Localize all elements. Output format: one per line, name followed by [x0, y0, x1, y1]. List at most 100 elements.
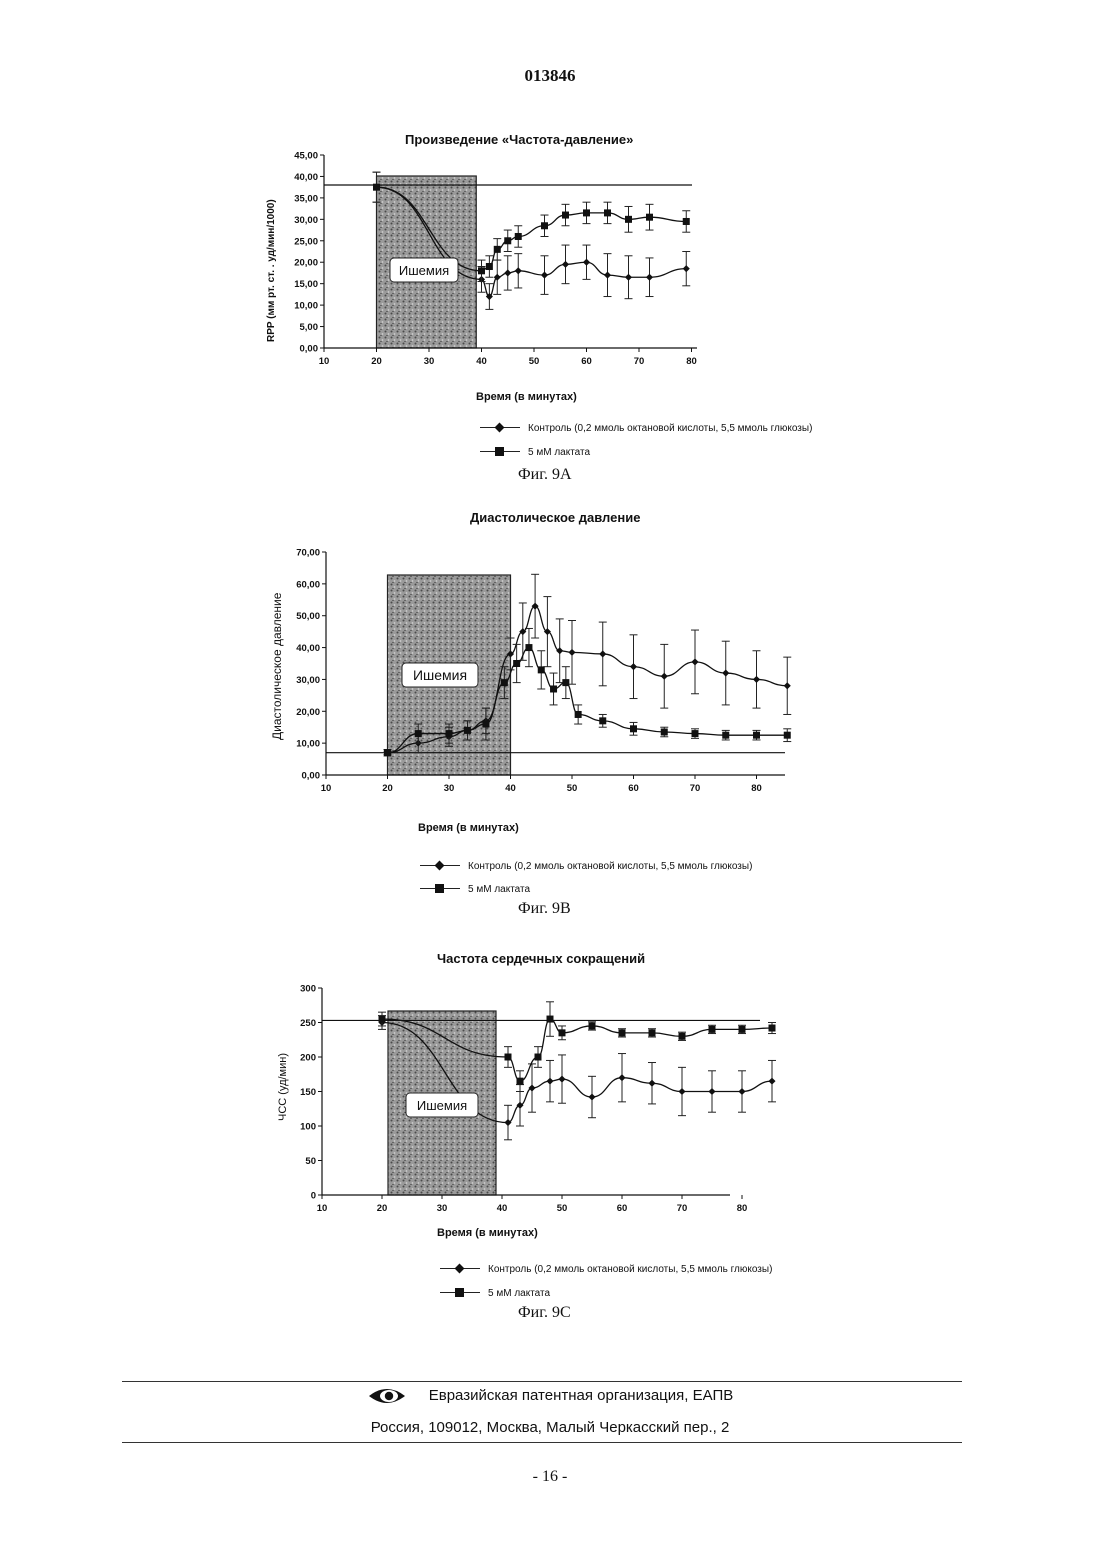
x-tick-label: 30 — [424, 356, 435, 367]
data-point-control — [753, 676, 760, 683]
y-tick-label: 200 — [300, 1053, 316, 1064]
footer-top-rule — [122, 1381, 962, 1382]
data-point-lactate — [478, 267, 485, 274]
legend-label: 5 мМ лактата — [528, 447, 590, 458]
x-tick-label: 60 — [581, 356, 592, 367]
figure-9a: 0,005,0010,0015,0020,0025,0030,0035,0040… — [0, 120, 1100, 490]
x-tick-label: 70 — [677, 1203, 688, 1214]
x-tick-label: 60 — [617, 1203, 628, 1214]
data-point-control — [646, 274, 653, 281]
y-tick-label: 10,00 — [296, 739, 320, 750]
data-point-lactate — [547, 1016, 554, 1023]
y-tick-label: 40,00 — [296, 643, 320, 654]
y-tick-label: 250 — [300, 1018, 316, 1029]
diamond-marker-icon — [420, 860, 460, 872]
data-point-control — [599, 650, 606, 657]
x-tick-label: 40 — [505, 783, 516, 794]
data-point-lactate — [415, 730, 422, 737]
figure-caption: Фиг. 9B — [518, 900, 571, 918]
y-tick-label: 60,00 — [296, 579, 320, 590]
data-point-control — [661, 673, 668, 680]
y-tick-label: 35,00 — [294, 193, 318, 204]
y-tick-label: 25,00 — [294, 236, 318, 247]
y-tick-label: 100 — [300, 1122, 316, 1133]
data-point-lactate — [575, 711, 582, 718]
data-point-lactate — [649, 1029, 656, 1036]
data-point-lactate — [661, 728, 668, 735]
data-point-lactate — [535, 1054, 542, 1061]
data-point-control — [562, 261, 569, 268]
data-point-control — [784, 682, 791, 689]
y-tick-label: 30,00 — [296, 675, 320, 686]
figure-9c: 0501001502002503001020304050607080Ишемия… — [0, 945, 1100, 1330]
legend-item-control: Контроль (0,2 ммоль октановой кислоты, 5… — [420, 860, 752, 872]
data-point-lactate — [525, 644, 532, 651]
eapo-eye-logo-icon — [367, 1386, 407, 1406]
data-point-lactate — [683, 218, 690, 225]
data-point-control — [618, 1074, 625, 1081]
y-tick-label: 20,00 — [294, 258, 318, 269]
y-axis-label: ЧСС (уд/мин) — [277, 1053, 289, 1121]
x-tick-label: 40 — [497, 1203, 508, 1214]
document-number: 013846 — [0, 66, 1100, 86]
legend-item-lactate: 5 мМ лактата — [480, 446, 590, 458]
ischemia-label: Ишемия — [417, 1098, 467, 1113]
x-axis-label: Время (в минутах) — [418, 822, 519, 834]
data-point-lactate — [722, 732, 729, 739]
data-point-lactate — [373, 184, 380, 191]
data-point-lactate — [679, 1033, 686, 1040]
figure-caption: Фиг. 9A — [518, 466, 572, 484]
data-point-lactate — [517, 1078, 524, 1085]
footer-org-text: Евразийская патентная организация, ЕАПВ — [429, 1387, 734, 1404]
data-point-lactate — [538, 666, 545, 673]
diamond-marker-icon — [440, 1263, 480, 1275]
data-point-control — [541, 272, 548, 279]
data-point-lactate — [599, 717, 606, 724]
data-point-control — [768, 1078, 775, 1085]
data-point-lactate — [562, 679, 569, 686]
data-point-lactate — [589, 1022, 596, 1029]
page-number: - 16 - — [0, 1468, 1100, 1486]
data-point-lactate — [784, 732, 791, 739]
footer-address: Россия, 109012, Москва, Малый Черкасский… — [0, 1419, 1100, 1436]
data-point-lactate — [604, 209, 611, 216]
data-point-lactate — [646, 214, 653, 221]
data-point-lactate — [501, 679, 508, 686]
data-point-lactate — [486, 263, 493, 270]
data-point-lactate — [513, 660, 520, 667]
y-tick-label: 0,00 — [302, 771, 321, 782]
data-point-lactate — [515, 233, 522, 240]
chart-title: Частота сердечных сокращений — [437, 951, 645, 966]
data-point-control — [583, 259, 590, 266]
data-point-lactate — [541, 222, 548, 229]
x-tick-label: 50 — [557, 1203, 568, 1214]
x-tick-label: 10 — [321, 783, 332, 794]
data-point-lactate — [630, 725, 637, 732]
data-point-lactate — [505, 1054, 512, 1061]
y-tick-label: 30,00 — [294, 215, 318, 226]
data-point-control — [568, 649, 575, 656]
x-axis-label: Время (в минутах) — [476, 391, 577, 403]
data-point-lactate — [753, 732, 760, 739]
data-point-lactate — [494, 246, 501, 253]
data-point-lactate — [504, 237, 511, 244]
ischemia-label: Ишемия — [413, 667, 467, 683]
ischemia-label: Ишемия — [399, 263, 449, 278]
square-marker-icon — [480, 446, 520, 458]
legend-item-lactate: 5 мМ лактата — [440, 1287, 550, 1299]
data-point-lactate — [482, 721, 489, 728]
y-tick-label: 15,00 — [294, 279, 318, 290]
data-point-lactate — [384, 749, 391, 756]
data-point-control — [630, 663, 637, 670]
data-point-lactate — [619, 1029, 626, 1036]
x-tick-label: 80 — [751, 783, 762, 794]
chart-title: Произведение «Частота-давление» — [405, 132, 633, 147]
data-point-control — [722, 670, 729, 677]
y-tick-label: 300 — [300, 984, 316, 995]
square-marker-icon — [420, 883, 460, 895]
figure-9b: 0,0010,0020,0030,0040,0050,0060,0070,001… — [0, 505, 1100, 925]
data-point-lactate — [625, 216, 632, 223]
y-tick-label: 20,00 — [296, 707, 320, 718]
data-point-control — [515, 267, 522, 274]
legend-item-control: Контроль (0,2 ммоль октановой кислоты, 5… — [440, 1263, 772, 1275]
